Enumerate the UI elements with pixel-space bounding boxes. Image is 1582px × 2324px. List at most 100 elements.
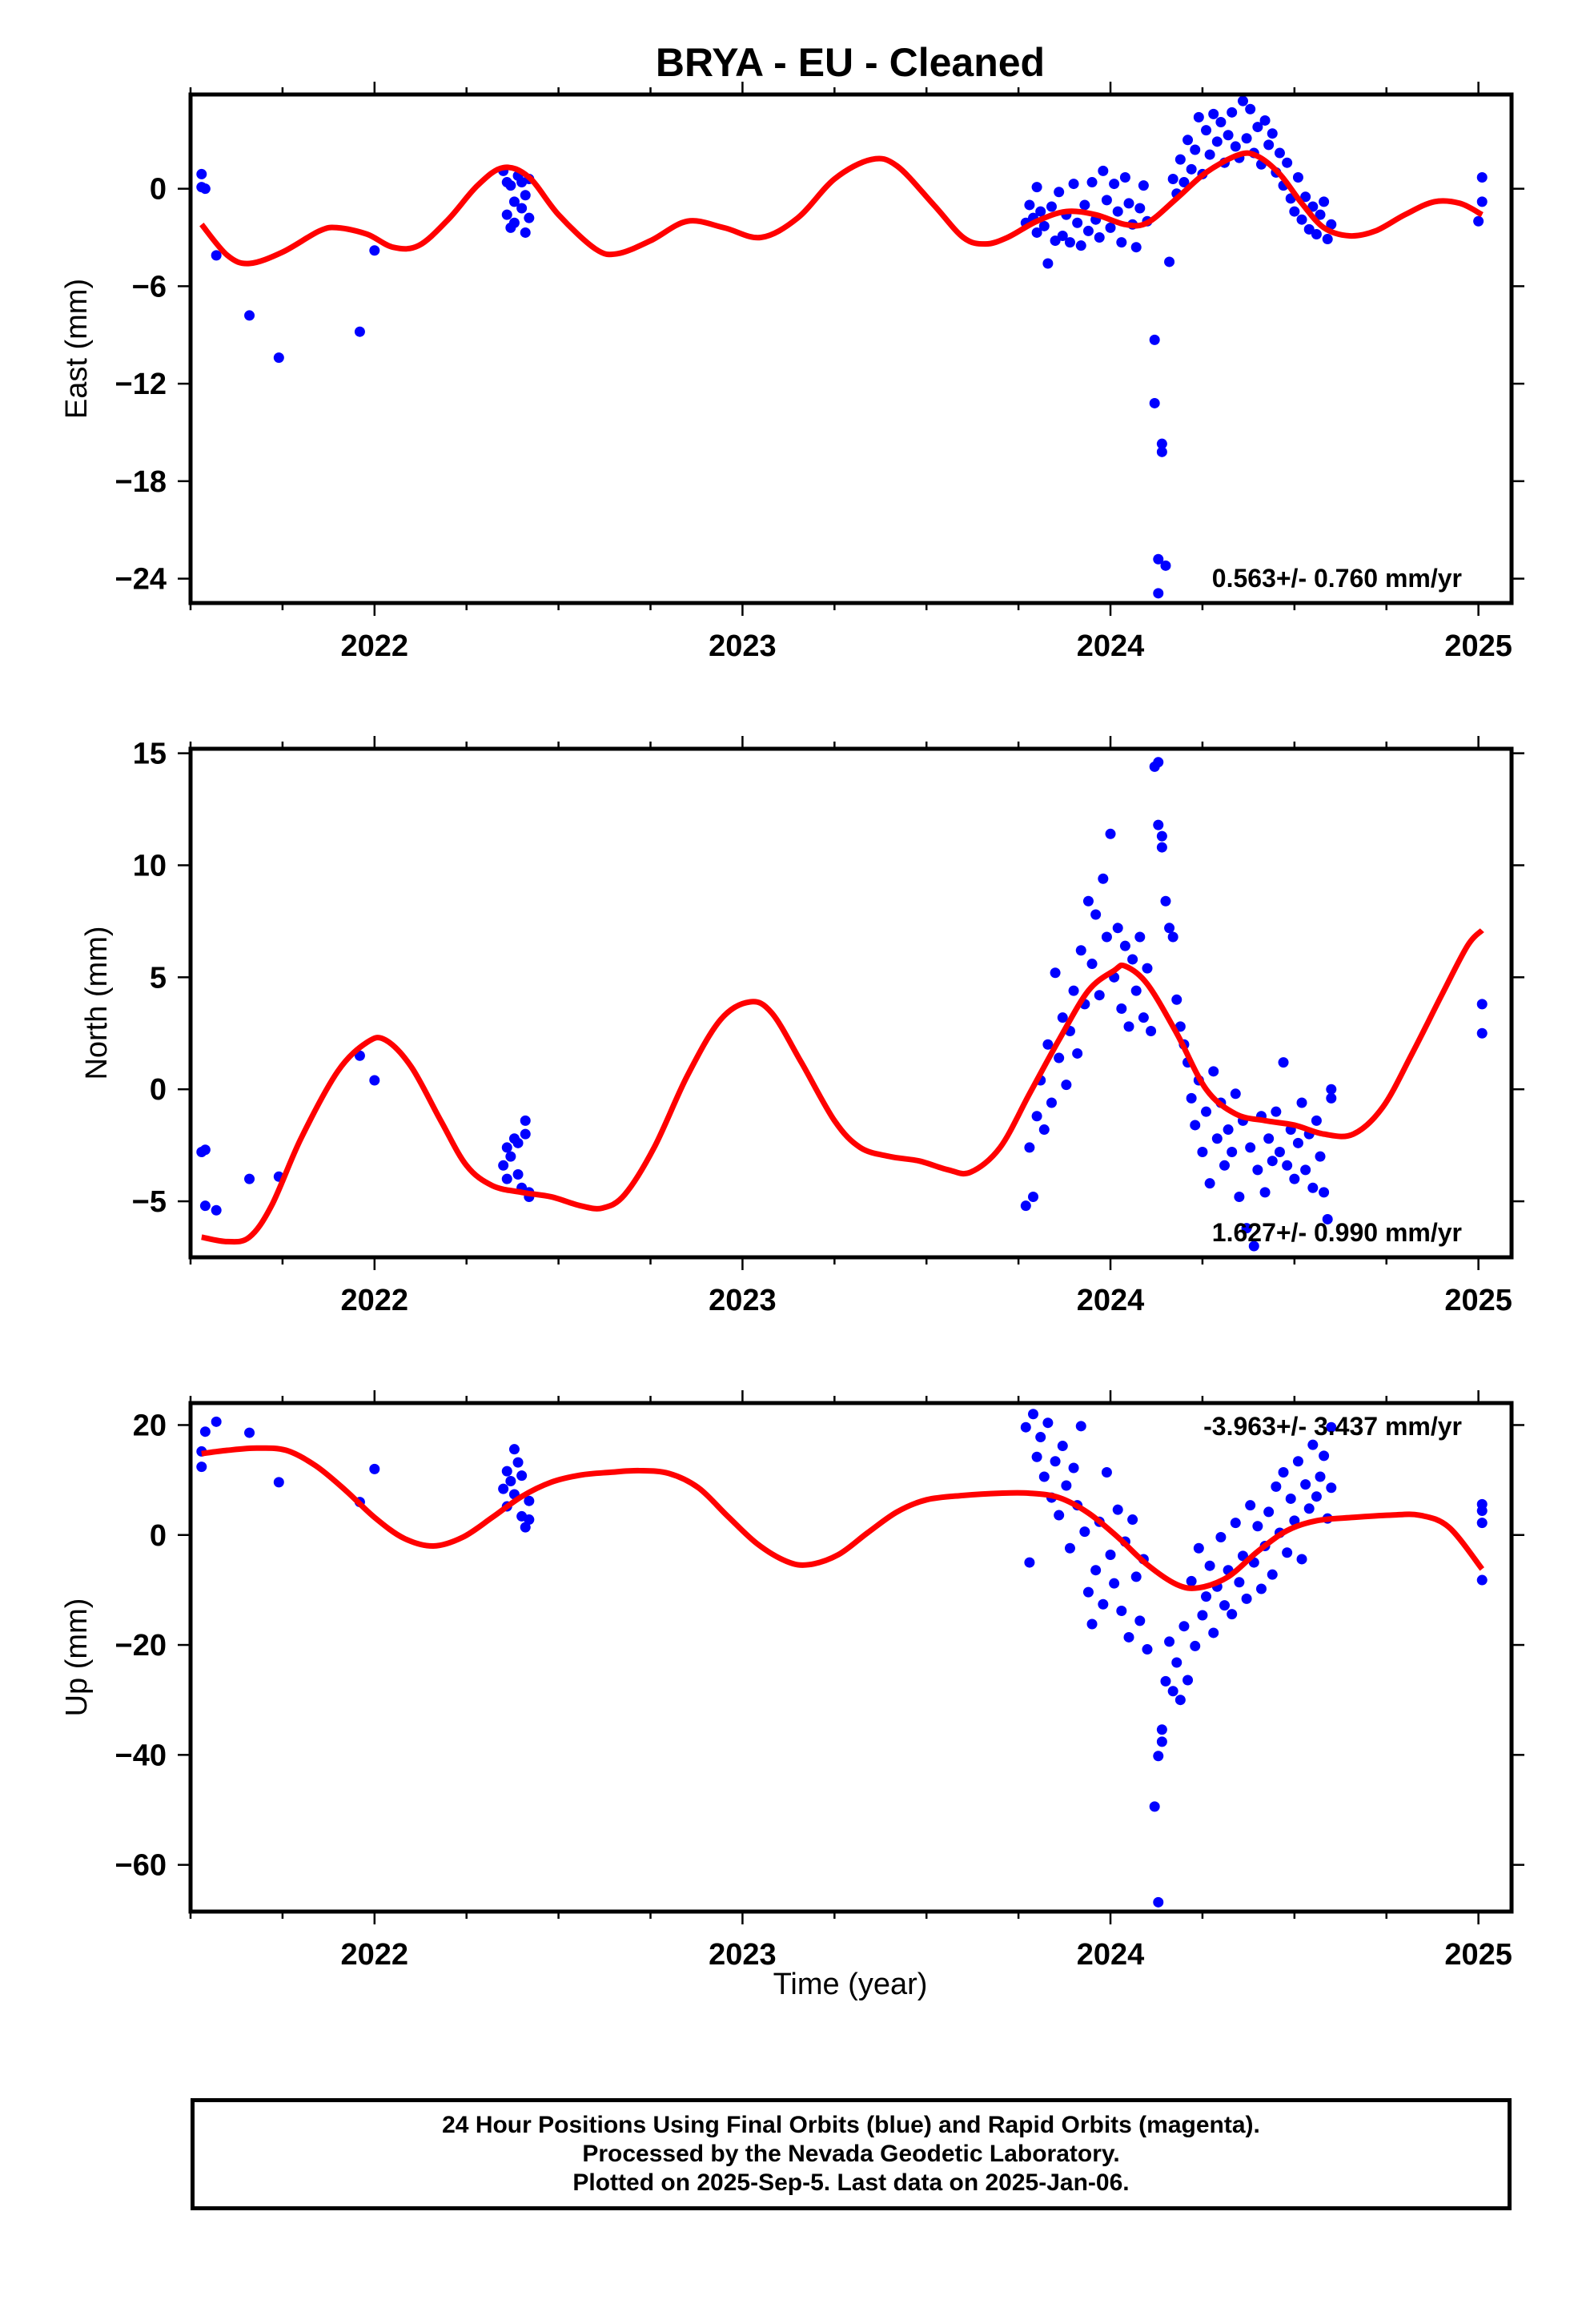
- footer-caption-box: 24 Hour Positions Using Final Orbits (bl…: [191, 2098, 1512, 2210]
- data-point: [1186, 1092, 1197, 1104]
- data-point: [1171, 994, 1182, 1005]
- data-point: [1204, 1560, 1215, 1571]
- data-point: [1319, 1187, 1330, 1198]
- data-point: [1303, 223, 1315, 235]
- data-point: [1156, 1724, 1167, 1735]
- data-point: [1024, 199, 1035, 211]
- panel-frame: [188, 92, 1514, 605]
- data-point: [1211, 1133, 1223, 1144]
- y-tick-label: −18: [115, 465, 167, 499]
- data-point: [1296, 1097, 1307, 1108]
- data-point: [1160, 895, 1171, 907]
- data-point: [1042, 258, 1054, 269]
- data-point: [1311, 1115, 1322, 1126]
- data-point: [1149, 397, 1160, 408]
- data-point: [1130, 242, 1142, 253]
- data-point: [1094, 232, 1105, 243]
- data-point: [1109, 179, 1120, 190]
- data-point: [1267, 1569, 1278, 1580]
- y-tick-label: 0: [150, 1519, 167, 1553]
- data-point: [1119, 171, 1130, 183]
- x-tick-label: 2025: [1444, 1938, 1512, 1972]
- data-point: [1201, 1591, 1212, 1602]
- data-point: [1020, 1421, 1031, 1433]
- data-point: [1326, 219, 1337, 230]
- data-point: [1223, 1124, 1234, 1136]
- data-point: [1119, 940, 1130, 951]
- data-point: [508, 217, 520, 228]
- data-point: [1245, 103, 1256, 115]
- model-curve-line: [199, 150, 1484, 267]
- data-point: [1057, 231, 1068, 242]
- data-point: [1149, 334, 1160, 345]
- data-point: [1271, 1106, 1282, 1117]
- data-point: [1046, 1097, 1057, 1108]
- y-axis-label: North (mm): [80, 926, 114, 1080]
- data-point: [1476, 1574, 1488, 1586]
- data-point: [1105, 222, 1116, 233]
- data-point: [1300, 1479, 1311, 1490]
- x-tick-label: 2022: [341, 1938, 409, 1972]
- x-axis-label: Time (year): [773, 1968, 928, 2001]
- data-point: [520, 1522, 531, 1533]
- data-point: [273, 352, 284, 364]
- velocity-rate-label: 1.627+/- 0.990 mm/yr: [1212, 1218, 1462, 1247]
- data-point: [501, 1142, 512, 1153]
- data-point: [1116, 1605, 1127, 1616]
- data-point: [1112, 1504, 1123, 1515]
- data-point: [1178, 1621, 1190, 1632]
- data-point: [199, 1200, 211, 1212]
- data-point: [199, 1144, 211, 1156]
- data-point: [1292, 1456, 1303, 1467]
- data-point: [516, 203, 528, 214]
- data-point: [1208, 1627, 1219, 1638]
- data-point: [1082, 895, 1094, 907]
- data-point: [1138, 1012, 1149, 1023]
- data-point: [1289, 206, 1300, 217]
- model-curve-line: [201, 1445, 1485, 1591]
- data-point: [524, 1495, 535, 1506]
- data-point: [1182, 1675, 1194, 1686]
- data-point: [1101, 195, 1112, 206]
- data-point: [1142, 1644, 1153, 1655]
- data-point: [1054, 1510, 1065, 1521]
- data-point: [354, 326, 365, 337]
- data-point: [1101, 1466, 1112, 1478]
- x-tick-label: 2024: [1077, 1284, 1145, 1317]
- data-point: [1274, 1147, 1285, 1158]
- data-point: [211, 250, 222, 261]
- data-point: [505, 1151, 516, 1162]
- data-point: [1326, 1092, 1337, 1104]
- data-point: [1028, 1191, 1039, 1202]
- footer-line-2: Processed by the Nevada Geodetic Laborat…: [582, 2141, 1120, 2167]
- y-axis-label: Up (mm): [60, 1598, 94, 1717]
- data-point: [1057, 1441, 1068, 1452]
- data-point: [1267, 1156, 1278, 1167]
- data-point: [1208, 1066, 1219, 1077]
- data-point: [1223, 130, 1234, 141]
- data-point: [1174, 154, 1186, 165]
- data-point: [369, 245, 380, 256]
- data-point: [1271, 1481, 1282, 1492]
- data-point: [524, 1514, 535, 1526]
- data-point: [1274, 147, 1285, 159]
- data-point: [508, 1444, 520, 1455]
- data-point: [1255, 1583, 1267, 1594]
- data-point: [1197, 1610, 1208, 1621]
- data-point: [1215, 1532, 1227, 1543]
- data-point: [1476, 196, 1488, 207]
- data-point: [1134, 1615, 1146, 1626]
- data-point: [1079, 1526, 1090, 1538]
- data-point: [1219, 1600, 1231, 1611]
- panel-east: 2022 2023 2024 2025 0 −6 −12 −18 −24 East (mm) 0.5…: [60, 82, 1524, 663]
- data-point: [1292, 1137, 1303, 1148]
- data-point: [1123, 1631, 1134, 1642]
- data-point: [1156, 446, 1167, 457]
- data-point: [199, 1426, 211, 1437]
- data-point: [1046, 201, 1057, 212]
- data-point: [1020, 1200, 1031, 1212]
- data-point: [1153, 553, 1164, 565]
- data-point: [1307, 1182, 1319, 1193]
- plot-area-east: [196, 95, 1488, 599]
- data-point: [1319, 1450, 1330, 1462]
